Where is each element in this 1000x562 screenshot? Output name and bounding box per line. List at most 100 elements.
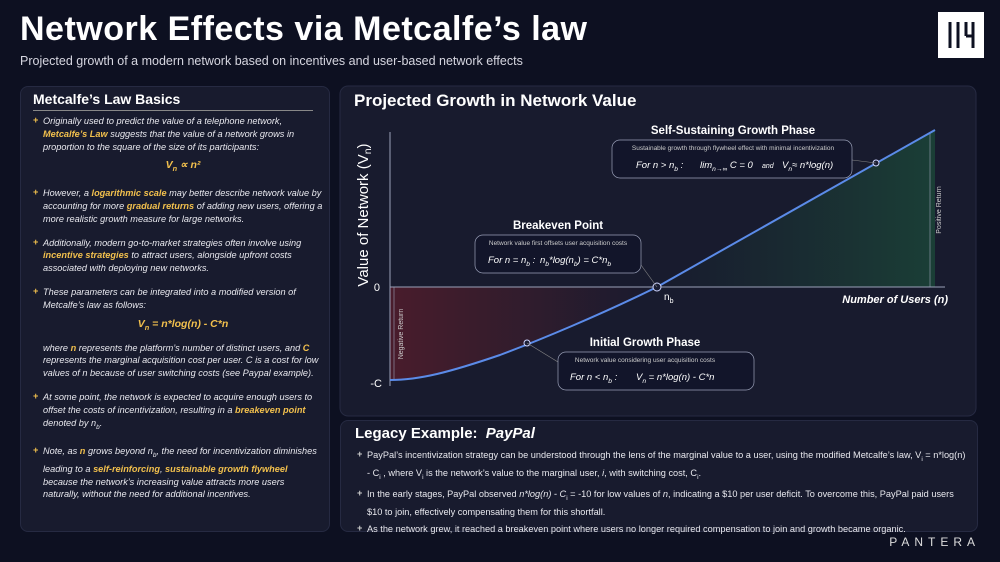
callout-box	[474, 234, 642, 274]
bullet-text: Additionally, modern go-to-market strate…	[43, 237, 323, 275]
logo-mark	[948, 22, 975, 48]
text-run: Legacy Example:	[355, 425, 478, 442]
formula: Vn≈ n*log(n)	[782, 160, 833, 173]
y-axis-label: Value of Network (Vn)	[355, 143, 374, 286]
subtitle: Projected growth of a modern network bas…	[20, 54, 523, 68]
text-run: *log(n	[549, 255, 574, 266]
callout-subtitle: Network value first offsets user acquisi…	[489, 240, 628, 247]
text-run: gradual returns	[126, 201, 195, 212]
text-run: :	[612, 372, 618, 383]
text-run: n	[664, 292, 670, 303]
text-run: = n*log(n) - C*n	[149, 317, 229, 330]
text-run: lim	[700, 160, 712, 171]
connector	[851, 159, 877, 164]
text-run: i	[379, 473, 381, 481]
positive-label: Positive Return	[936, 186, 943, 234]
text-run: ) = C*n	[577, 255, 608, 266]
text-run: self-reinforcing	[93, 463, 160, 474]
bullet-text: At some point, the network is expected t…	[43, 391, 323, 434]
text-run: :	[678, 160, 684, 171]
x-axis-label: Number of Users (n)	[842, 294, 948, 306]
text-run: because the network’s increasing value a…	[43, 476, 285, 500]
text-run: n*log(n) - C	[519, 489, 567, 500]
text-run: of adding new users, offering a more rea…	[43, 201, 323, 224]
negative-label: Negative Return	[398, 309, 405, 360]
bullet: Additionally, modern go-to-market strate…	[33, 236, 323, 275]
formula: Vn = n*log(n) - C*n	[43, 318, 323, 335]
text-run: For n = n	[488, 255, 526, 266]
text-run: incentive strategies	[43, 250, 129, 261]
formula: Vn ∝ n²	[43, 159, 323, 176]
text-run: i	[921, 455, 923, 463]
text-run: Network Effects via Metcalfe’s law	[20, 10, 588, 48]
text-run: i	[697, 473, 699, 481]
text-run: )	[355, 143, 372, 148]
bullet: Note, as n grows beyond nb, the need for…	[33, 444, 323, 501]
text-run: = -10 for low values of	[567, 489, 663, 500]
text-run: V	[636, 372, 644, 383]
text-run: , the need for incentivization diminishe…	[43, 446, 317, 474]
text-run: breakeven point	[235, 404, 306, 415]
text-run: For n > n	[636, 160, 674, 171]
text-run: In the early stages, PayPal observed	[367, 489, 520, 500]
text-run: sustainable growth flywheel	[165, 463, 288, 474]
text-run: n	[70, 342, 77, 353]
text-run: represents the platform’s number of dist…	[76, 342, 303, 353]
legacy-title: Legacy Example: PayPal	[355, 425, 535, 442]
text-run: n	[788, 166, 792, 173]
formula: limn→∞ C = 0	[700, 160, 754, 173]
formula: Vn = n*log(n) - C*n	[636, 372, 714, 385]
bullet: In the early stages, PayPal observed n*l…	[357, 487, 967, 518]
text-run: Additionally, modern go-to-market strate…	[43, 237, 302, 248]
text-run: may better describe network value by acc…	[43, 188, 322, 212]
callout-title: Initial Growth Phase	[590, 337, 701, 349]
formula: nb*log(nb) = C*nb	[540, 255, 611, 268]
title: Network Effects via Metcalfe’s law	[20, 10, 588, 49]
formula: and	[762, 163, 775, 170]
text-run: At some point, the network is expected t…	[43, 391, 313, 415]
text-run: logarithmic scale	[91, 188, 167, 199]
text-run: n	[79, 446, 86, 457]
footer-brand: PANTERA	[889, 535, 980, 549]
text-run: n→∞	[712, 166, 727, 173]
text-run: ,	[159, 463, 166, 474]
text-run: n	[362, 148, 374, 154]
basics-panel: Metcalfe’s Law Basics Originally used to…	[20, 86, 330, 532]
zero-label: 0	[374, 282, 380, 294]
text-run: V	[782, 160, 790, 171]
connector	[640, 264, 658, 288]
text-run: Value of Network (V	[355, 154, 372, 286]
text-run: b	[674, 166, 678, 173]
paypal-logo: PayPal	[486, 425, 535, 442]
text-run: As the network grew, it reached a breake…	[367, 523, 906, 534]
formula: For n < nb :	[570, 372, 618, 385]
text-run: These parameters can be integrated into …	[43, 287, 296, 310]
bullet: However, a logarithmic scale may better …	[33, 186, 323, 225]
text-run: Note, as	[43, 446, 80, 457]
text-run: .	[698, 467, 702, 478]
text-run: b	[670, 298, 674, 305]
text-run: i	[602, 467, 605, 478]
text-run: i	[422, 473, 424, 481]
bullet-text: Note, as n grows beyond nb, the need for…	[43, 445, 323, 501]
bullet-text: Originally used to predict the value of …	[43, 115, 323, 153]
formula: For n = nb :	[488, 255, 536, 268]
text-run: PANTERA	[889, 535, 980, 549]
note: where n represents the platform’s number…	[43, 342, 323, 380]
text-run: V	[165, 159, 173, 172]
text-run: where	[43, 342, 71, 353]
text-run: , with switching cost, C	[604, 467, 698, 478]
text-run: .	[99, 417, 103, 428]
text-run: b	[607, 261, 611, 268]
legacy-list: PayPal’s incentivization strategy can be…	[357, 448, 967, 539]
text-run: = n*log(n) - C*n	[646, 372, 714, 383]
text-run: n	[172, 164, 178, 174]
logo	[938, 12, 984, 58]
text-run: n	[540, 255, 545, 266]
text-run: is the network’s value to the marginal u…	[423, 467, 603, 478]
text-run: n	[662, 489, 668, 500]
text-run: ∝ n²	[177, 159, 201, 172]
text-run: Metcalfe’s Law	[43, 128, 108, 139]
text-run: PayPal’s incentivization strategy can be…	[367, 450, 922, 460]
